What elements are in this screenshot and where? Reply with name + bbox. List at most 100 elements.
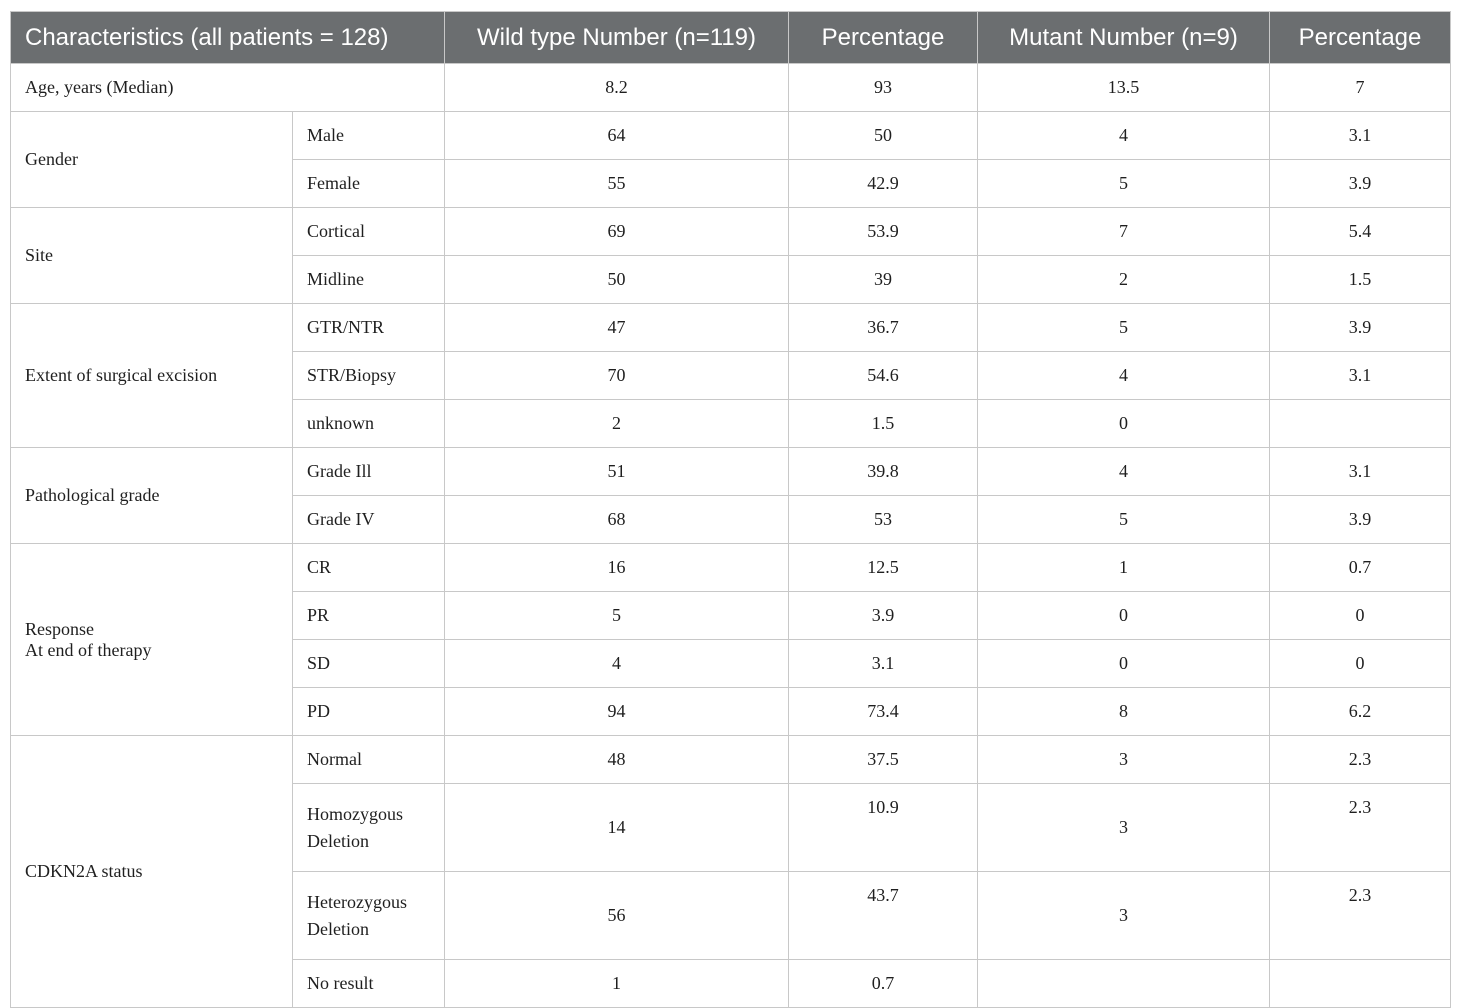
cell-value: 56 bbox=[444, 871, 789, 960]
cell-value: 1.5 bbox=[1269, 255, 1451, 304]
cell-value: 5 bbox=[977, 303, 1270, 352]
cell-value: 39.8 bbox=[788, 447, 978, 496]
row-label: GTR/NTR bbox=[292, 303, 445, 352]
cell-value: 93 bbox=[788, 63, 978, 112]
cell-value: 48 bbox=[444, 735, 789, 784]
cell-value: 2.3 bbox=[1269, 735, 1451, 784]
group-label: CDKN2A status bbox=[10, 735, 293, 1008]
cell-value: 7 bbox=[977, 207, 1270, 256]
cell-value: 14 bbox=[444, 783, 789, 872]
cell-value: 53 bbox=[788, 495, 978, 544]
row-label-line: Deletion bbox=[307, 918, 369, 939]
cell-value: 94 bbox=[444, 687, 789, 736]
patient-characteristics-table: Characteristics (all patients = 128) Wil… bbox=[10, 11, 1451, 1008]
cell-value: 3.9 bbox=[1269, 495, 1451, 544]
row-label: Heterozygous Deletion bbox=[292, 871, 445, 960]
table-row: Response At end of therapy CR 16 12.5 1 … bbox=[10, 543, 1451, 736]
cell-value: 3.1 bbox=[788, 639, 978, 688]
cell-value: 68 bbox=[444, 495, 789, 544]
cell-value: 8.2 bbox=[444, 63, 789, 112]
table-row: STR/Biopsy 70 54.6 4 3.1 bbox=[11, 351, 1451, 400]
cell-value: 3.1 bbox=[1269, 111, 1451, 160]
row-label: Female bbox=[292, 159, 445, 208]
cell-value: 0.7 bbox=[788, 959, 978, 1008]
row-label: Normal bbox=[292, 735, 445, 784]
row-label: SD bbox=[292, 639, 445, 688]
table-row: Extent of surgical excision GTR/NTR 47 3… bbox=[10, 303, 1451, 448]
cell-value: 4 bbox=[444, 639, 789, 688]
cell-value: 2 bbox=[977, 255, 1270, 304]
cell-value: 4 bbox=[977, 447, 1270, 496]
cell-value: 10.9 bbox=[788, 783, 978, 872]
row-label: Homozygous Deletion bbox=[292, 783, 445, 872]
row-label: Midline bbox=[292, 255, 445, 304]
cell-value: 55 bbox=[444, 159, 789, 208]
cell-value: 3 bbox=[977, 871, 1270, 960]
header-mutant-number: Mutant Number (n=9) bbox=[977, 11, 1270, 64]
cell-value: 39 bbox=[788, 255, 978, 304]
row-label: Age, years (Median) bbox=[10, 63, 445, 112]
table-row: Grade IV 68 53 5 3.9 bbox=[11, 495, 1451, 544]
cell-value: 1 bbox=[977, 543, 1270, 592]
header-wild-type-percentage: Percentage bbox=[788, 11, 978, 64]
row-label: PD bbox=[292, 687, 445, 736]
cell-value bbox=[1269, 959, 1451, 1008]
table-row: PR 5 3.9 0 0 bbox=[11, 591, 1451, 640]
table-row: Female 55 42.9 5 3.9 bbox=[11, 159, 1451, 208]
cell-value: 8 bbox=[977, 687, 1270, 736]
cell-value: 0 bbox=[1269, 591, 1451, 640]
cell-value: 54.6 bbox=[788, 351, 978, 400]
cell-value: 0.7 bbox=[1269, 543, 1451, 592]
group-label: Gender bbox=[10, 111, 293, 208]
table-row: Midline 50 39 2 1.5 bbox=[11, 255, 1451, 304]
cell-value: 2 bbox=[444, 399, 789, 448]
cell-value: 16 bbox=[444, 543, 789, 592]
table-row: Heterozygous Deletion 56 43.7 3 2.3 bbox=[11, 871, 1451, 960]
group-label: Response At end of therapy bbox=[10, 543, 293, 736]
cell-value: 3 bbox=[977, 783, 1270, 872]
cell-value: 6.2 bbox=[1269, 687, 1451, 736]
cell-value: 12.5 bbox=[788, 543, 978, 592]
header-wild-type-number: Wild type Number (n=119) bbox=[444, 11, 789, 64]
cell-value: 53.9 bbox=[788, 207, 978, 256]
cell-value: 51 bbox=[444, 447, 789, 496]
cell-value bbox=[977, 959, 1270, 1008]
cell-value: 5.4 bbox=[1269, 207, 1451, 256]
cell-value: 5 bbox=[444, 591, 789, 640]
group-label: Extent of surgical excision bbox=[10, 303, 293, 448]
row-label: CR bbox=[292, 543, 445, 592]
row-label: PR bbox=[292, 591, 445, 640]
cell-value: 64 bbox=[444, 111, 789, 160]
table-row: CDKN2A status Normal 48 37.5 3 2.3 bbox=[10, 735, 1451, 1008]
cell-value bbox=[1269, 399, 1451, 448]
row-label: Cortical bbox=[292, 207, 445, 256]
cell-value: 1 bbox=[444, 959, 789, 1008]
cell-value: 3.1 bbox=[1269, 351, 1451, 400]
cell-value: 0 bbox=[977, 399, 1270, 448]
cell-value: 50 bbox=[444, 255, 789, 304]
cell-value: 5 bbox=[977, 159, 1270, 208]
row-label-line: Deletion bbox=[307, 830, 369, 851]
table-row: Gender Male 64 50 4 3.1 bbox=[10, 111, 1451, 208]
cell-value: 3.9 bbox=[1269, 303, 1451, 352]
table-row: Site Cortical 69 53.9 7 5.4 bbox=[10, 207, 1451, 304]
cell-value: 3 bbox=[977, 735, 1270, 784]
cell-value: 4 bbox=[977, 111, 1270, 160]
cell-value: 36.7 bbox=[788, 303, 978, 352]
group-label-line: Response bbox=[25, 618, 94, 639]
cell-value: 7 bbox=[1269, 63, 1451, 112]
cell-value: 2.3 bbox=[1269, 783, 1451, 872]
table-row: unknown 2 1.5 0 bbox=[11, 399, 1451, 448]
cell-value: 42.9 bbox=[788, 159, 978, 208]
row-label-line: Homozygous bbox=[307, 803, 403, 824]
cell-value: 1.5 bbox=[788, 399, 978, 448]
row-label: unknown bbox=[292, 399, 445, 448]
row-label: Grade Ill bbox=[292, 447, 445, 496]
row-label: No result bbox=[292, 959, 445, 1008]
table-row: Age, years (Median) 8.2 93 13.5 7 bbox=[10, 63, 1451, 112]
table-row: Homozygous Deletion 14 10.9 3 2.3 bbox=[11, 783, 1451, 872]
cell-value: 3.1 bbox=[1269, 447, 1451, 496]
cell-value: 73.4 bbox=[788, 687, 978, 736]
row-label-line: Heterozygous bbox=[307, 891, 407, 912]
cell-value: 2.3 bbox=[1269, 871, 1451, 960]
